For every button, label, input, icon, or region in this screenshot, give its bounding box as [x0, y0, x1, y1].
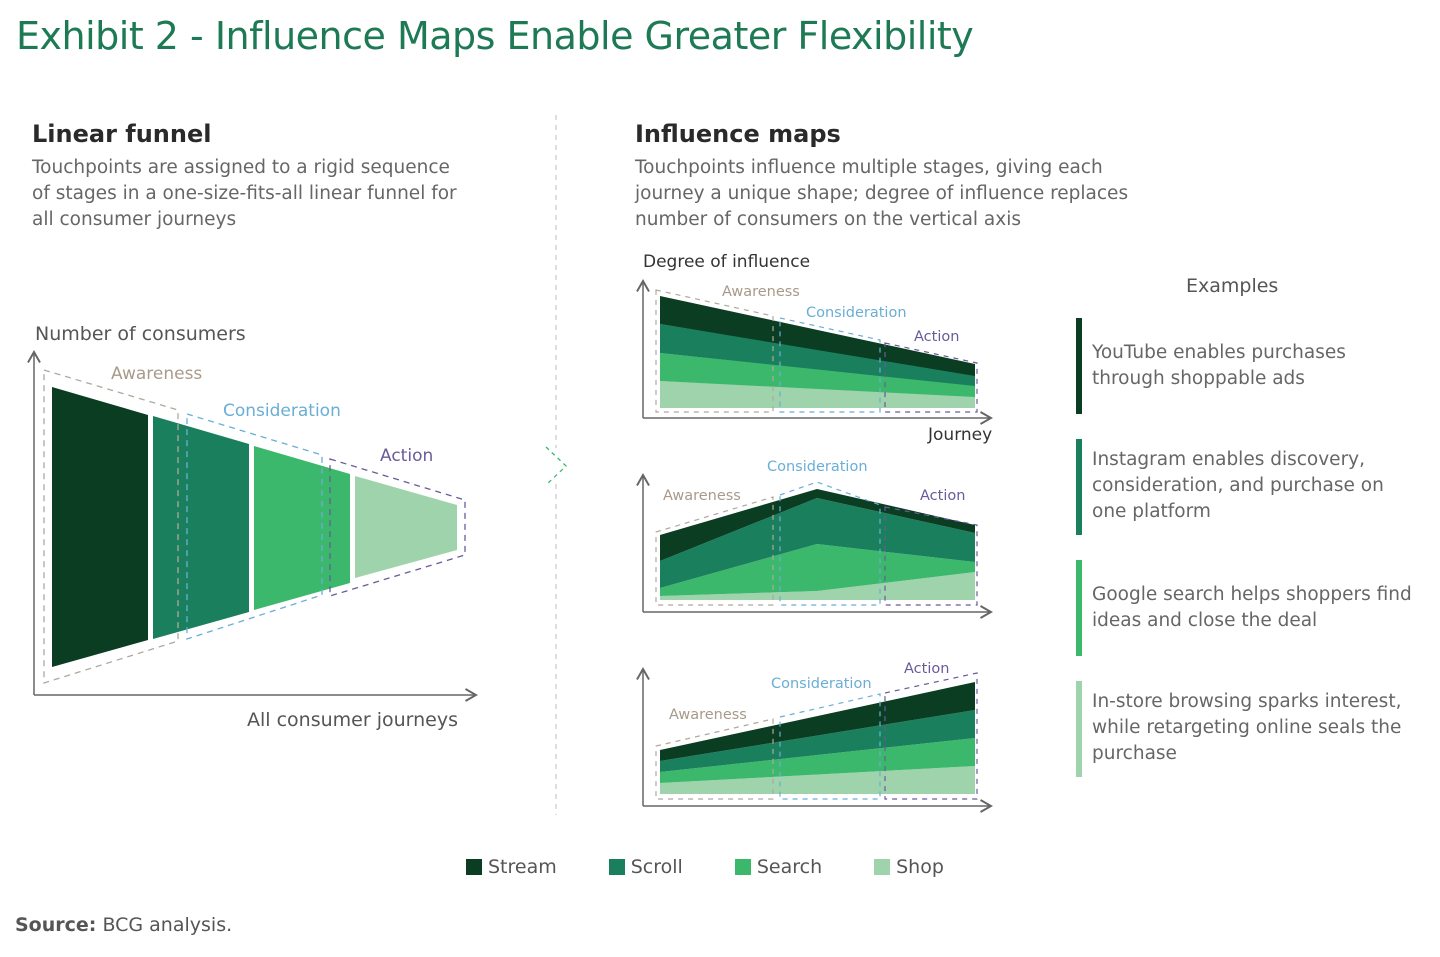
linear-funnel-chart: Number of consumers All consumer journey…: [27, 323, 478, 731]
y-axis-label: Number of consumers: [35, 323, 246, 345]
svg-text:Consideration: Consideration: [806, 305, 907, 321]
funnel-shop: [355, 476, 457, 578]
influence-map-3: Awareness Consideration Action: [636, 661, 993, 813]
funnel-search: [254, 446, 350, 610]
legend-swatch: [466, 859, 482, 875]
examples-heading: Examples: [1186, 275, 1279, 297]
legend-item-scroll: Scroll: [608, 856, 683, 878]
svg-text:Consideration: Consideration: [767, 459, 868, 475]
linear-funnel-heading: Linear funnel: [32, 120, 212, 148]
funnel-stream: [52, 387, 148, 667]
legend-swatch: [874, 859, 891, 875]
legend-item-shop: Shop: [874, 856, 944, 878]
influence-map-1: Degree of influence Journey Awareness Co…: [636, 252, 993, 445]
legend-swatch: [734, 859, 751, 875]
influence-maps-description: Touchpoints influence multiple stages, g…: [635, 157, 1129, 230]
example-color-bar: [1076, 439, 1082, 535]
svg-text:Awareness: Awareness: [722, 284, 800, 300]
stage-label-action: Action: [380, 446, 433, 466]
chevron-right-icon: [545, 446, 567, 486]
legend-label: Search: [756, 856, 823, 878]
influence-maps-heading: Influence maps: [635, 120, 841, 148]
stage-label-awareness: Awareness: [111, 364, 202, 384]
example-color-bar: [1076, 318, 1082, 414]
example-text: Instagram enables discovery, considerati…: [1092, 449, 1384, 522]
legend-swatch: [608, 859, 625, 875]
linear-funnel-description: Touchpoints are assigned to a rigid sequ…: [32, 157, 457, 230]
legend-item-stream: Stream: [466, 856, 557, 878]
influence-map-2: Awareness Consideration Action: [636, 459, 993, 619]
example-text: In-store browsing sparks interest, while…: [1092, 691, 1402, 764]
svg-text:Action: Action: [904, 661, 949, 677]
svg-text:Action: Action: [914, 329, 959, 345]
funnel-scroll: [153, 416, 249, 639]
example-item: YouTube enables purchases through shoppa…: [1076, 318, 1412, 414]
stage-label-consideration: Consideration: [223, 401, 341, 421]
legend-item-search: Search: [734, 856, 823, 878]
source-label: Source:: [15, 914, 97, 936]
legend-label: Scroll: [630, 856, 683, 878]
x-axis-label: All consumer journeys: [247, 709, 458, 731]
y-axis-label: Degree of influence: [643, 252, 810, 272]
consideration-bracket: [186, 413, 323, 640]
source-note: Source: BCG analysis.: [15, 914, 232, 936]
legend: Stream Scroll Search Shop: [466, 856, 996, 878]
example-color-bar: [1076, 681, 1082, 777]
svg-text:Awareness: Awareness: [663, 488, 741, 504]
example-color-bar: [1076, 560, 1082, 656]
example-item: Instagram enables discovery, considerati…: [1076, 439, 1412, 535]
awareness-bracket: [43, 369, 179, 684]
source-text: BCG analysis.: [102, 914, 233, 936]
legend-label: Stream: [488, 856, 557, 878]
svg-text:Action: Action: [920, 488, 965, 504]
x-axis-label: Journey: [927, 425, 992, 445]
section-divider: [545, 115, 567, 815]
svg-text:Awareness: Awareness: [669, 707, 747, 723]
example-item: In-store browsing sparks interest, while…: [1076, 681, 1412, 777]
example-text: Google search helps shoppers find ideas …: [1092, 584, 1412, 631]
exhibit-title: Exhibit 2 - Influence Maps Enable Greate…: [16, 14, 974, 58]
svg-text:Consideration: Consideration: [771, 676, 872, 692]
legend-label: Shop: [896, 856, 944, 878]
example-text: YouTube enables purchases through shoppa…: [1092, 342, 1346, 389]
example-item: Google search helps shoppers find ideas …: [1076, 560, 1412, 656]
